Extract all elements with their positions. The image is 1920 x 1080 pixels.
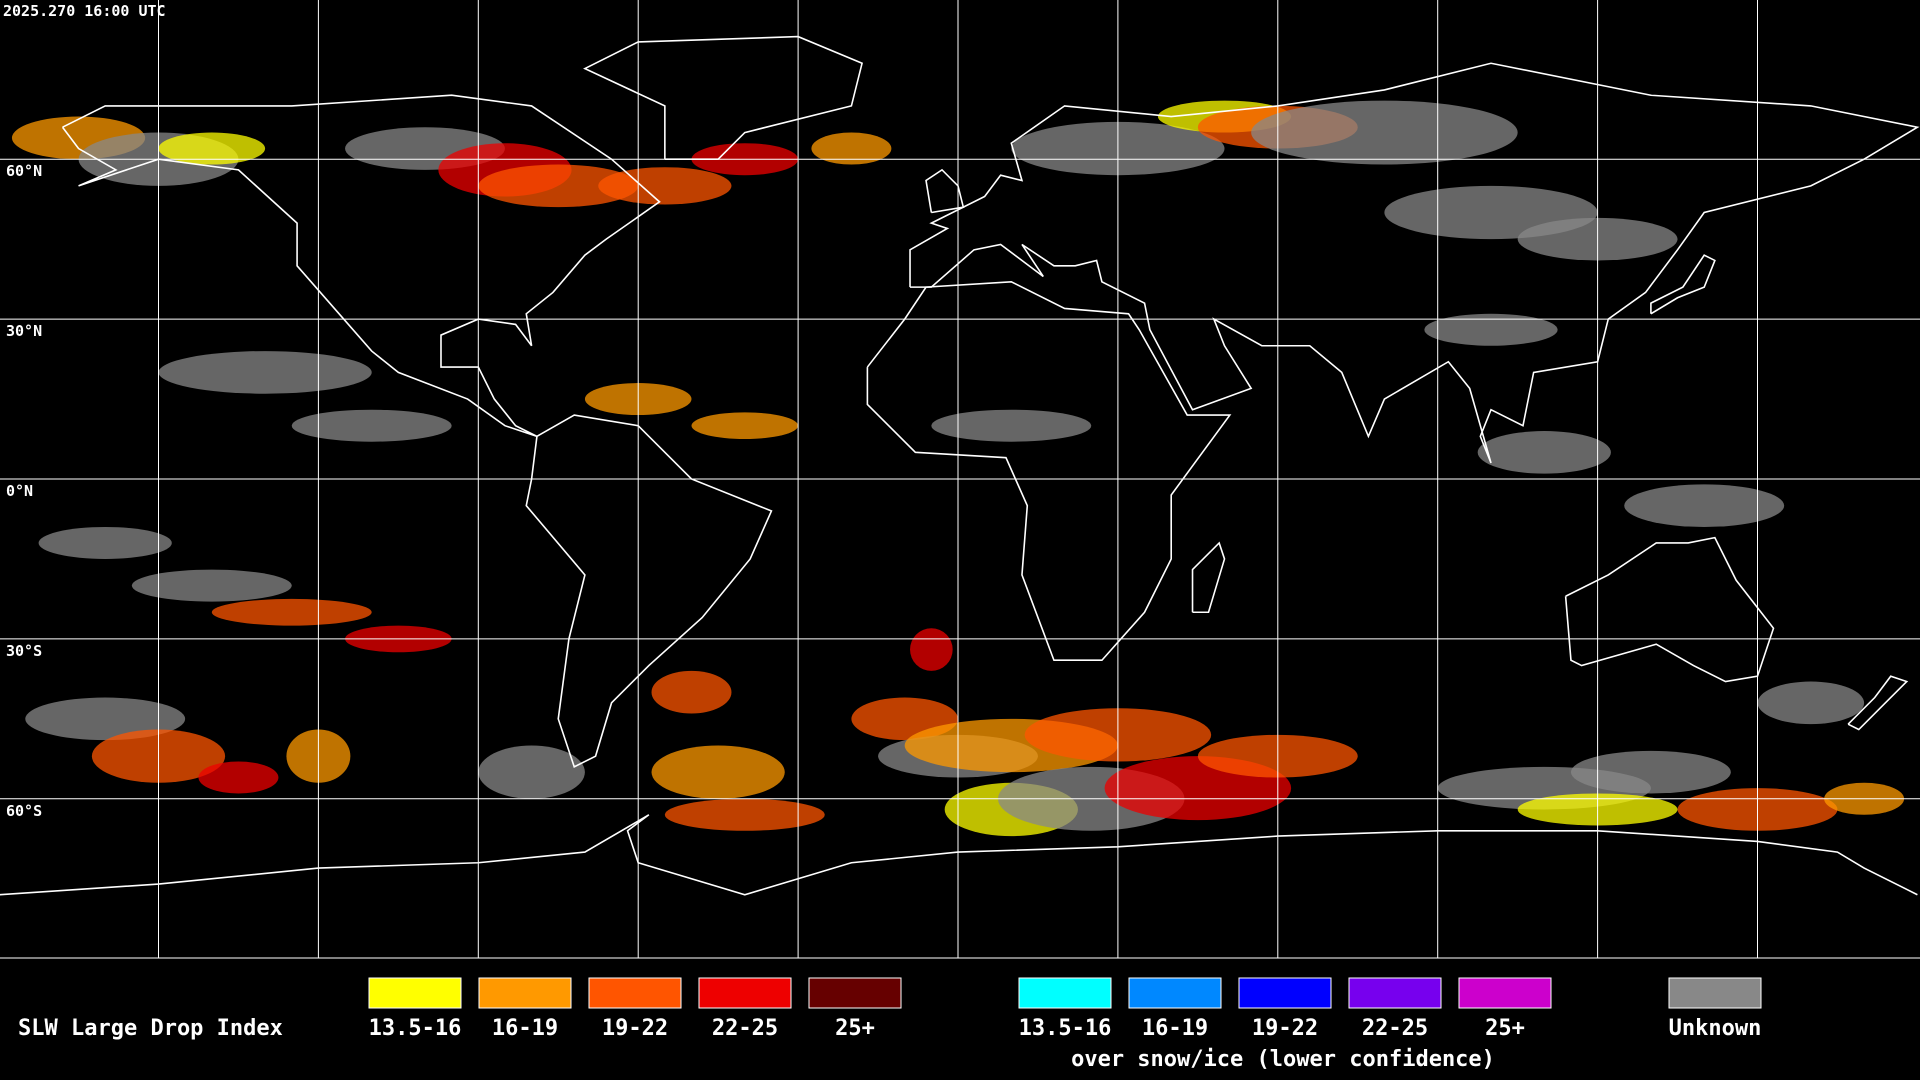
latitude-label: 60°S [6,802,42,820]
cloud-patch [25,697,186,741]
cloud-patch [1570,750,1731,794]
legend-swatch [808,977,902,1009]
cloud-patch [291,409,452,442]
cloud-patch [1424,313,1558,346]
legend-label: 19-22 [602,1016,668,1041]
legend-label: Unknown [1669,1016,1762,1041]
cloud-patch [478,164,639,208]
cloud-patch [198,761,279,794]
coastline [909,62,1920,464]
coastline [1191,541,1226,614]
legend-title: SLW Large Drop Index [18,1016,283,1041]
cloud-patch [664,798,825,831]
cloud-patch [1624,484,1785,527]
cloud-patch [691,412,799,440]
legend-swatch [698,977,792,1009]
legend-swatch [1238,977,1332,1009]
coastline [866,280,1232,662]
cloud-patch [598,167,732,205]
cloud-patch [158,132,266,165]
legend-label: 22-25 [712,1016,778,1041]
latitude-label: 0°N [6,482,33,500]
legend-label: 16-19 [1142,1016,1208,1041]
cloud-patch [1757,681,1865,725]
coastline [61,94,661,438]
legend-label: 13.5-16 [1019,1016,1112,1041]
cloud-patch [211,598,372,626]
legend-label: 22-25 [1362,1016,1428,1041]
legend-swatch [478,977,572,1009]
cloud-patch [1477,431,1611,474]
legend-swatch [1348,977,1442,1009]
cloud-patch [38,526,172,559]
coastline [583,35,864,160]
cloud-patch [158,351,372,394]
legend-label: 16-19 [492,1016,558,1041]
latitude-labels: 60°N 30°N 0°N 30°S 60°S [6,162,42,820]
cloud-patch [651,745,785,799]
legend-label: 25+ [835,1016,875,1041]
legend-label: 25+ [1485,1016,1525,1041]
latitude-label: 30°S [6,642,42,660]
cloud-patch [478,745,585,799]
coastline [1564,536,1775,683]
coastline [1650,254,1716,315]
latitude-label: 60°N [6,162,42,180]
latitude-label: 30°N [6,322,42,340]
cloud-patch [811,132,892,165]
legend-swatch [1458,977,1552,1009]
legend-swatch [1668,977,1762,1009]
cloud-patch [931,409,1092,442]
legend-label: 19-22 [1252,1016,1318,1041]
legend-swatch [1018,977,1112,1009]
legend-swatch [588,977,682,1009]
snow-ice-note: over snow/ice (lower confidence) [1071,1047,1495,1072]
legend: SLW Large Drop Index over snow/ice (lowe… [18,977,1762,1072]
legend-label: 13.5-16 [369,1016,462,1041]
graticule [0,0,1920,958]
legend-swatch [368,977,462,1009]
legend-swatch [1128,977,1222,1009]
timestamp: 2025.270 16:00 UTC [3,2,166,20]
cloud-patch [651,670,732,714]
coastline [525,414,773,768]
cloud-patch [1251,100,1518,165]
coastline [1847,675,1909,731]
cloud-patch [910,628,953,671]
cloud-patch [131,569,292,602]
